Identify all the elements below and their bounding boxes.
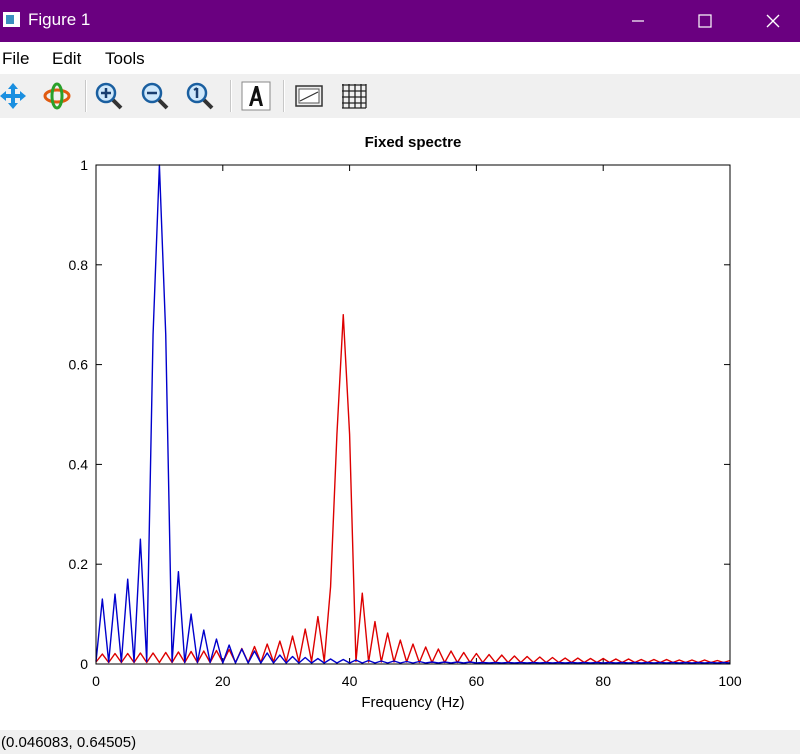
zoom-out-icon: [141, 82, 169, 110]
series-line-red: [95, 313, 731, 664]
toolbar-separator: [283, 80, 285, 112]
pan-icon: [0, 83, 26, 109]
status-bar: (0.046083, 0.64505): [0, 730, 800, 754]
x-tick-label: 40: [342, 673, 358, 689]
series-layer: [95, 164, 731, 664]
pan-button[interactable]: [0, 79, 30, 113]
y-tick-label: 0.2: [69, 556, 89, 572]
zoom-reset-button[interactable]: [183, 79, 217, 113]
zoom-out-button[interactable]: [138, 79, 172, 113]
rotate-icon: [43, 82, 71, 110]
close-icon: [766, 14, 780, 28]
figure-app-icon: [3, 12, 20, 27]
close-button[interactable]: [750, 0, 796, 42]
x-tick-label: 20: [215, 673, 231, 689]
x-tick-label: 100: [718, 673, 742, 689]
series-line-blue: [95, 164, 731, 664]
text-annotation-button[interactable]: [239, 79, 273, 113]
legend-button[interactable]: [292, 79, 326, 113]
cursor-coordinates: (0.046083, 0.64505): [1, 734, 137, 751]
x-tick-label: 80: [595, 673, 611, 689]
x-tick-label: 0: [92, 673, 100, 689]
menu-tools[interactable]: Tools: [105, 49, 145, 68]
axis-ticks: 0 20 40 60 80 100 0 0.2 0.4 0.6 0.8 1: [69, 157, 742, 689]
zoom-reset-icon: [186, 82, 214, 110]
axes-box: [95, 164, 731, 665]
text-annotation-icon: [241, 81, 271, 111]
rotate-button[interactable]: [40, 79, 74, 113]
zoom-in-icon: [95, 82, 123, 110]
y-tick-label: 0.4: [69, 456, 89, 472]
spectrum-plot[interactable]: Fixed spectre 0 20 40 60 80 100 0 0.2 0.4 0.6 0.8 1…: [0, 118, 800, 730]
minimize-button[interactable]: [615, 0, 661, 42]
legend-icon: [295, 85, 323, 107]
chart-title: Fixed spectre: [365, 134, 462, 151]
maximize-button[interactable]: [682, 0, 728, 42]
toolbar-separator: [230, 80, 232, 112]
y-tick-label: 1: [80, 157, 88, 173]
x-tick-label: 60: [469, 673, 485, 689]
y-tick-label: 0.6: [69, 357, 89, 373]
figure-toolbar: [0, 74, 800, 118]
grid-button[interactable]: [337, 79, 371, 113]
y-tick-label: 0.8: [69, 257, 89, 273]
menu-file[interactable]: File: [2, 49, 30, 68]
maximize-icon: [698, 14, 712, 28]
figure-canvas[interactable]: Fixed spectre 0 20 40 60 80 100 0 0.2 0.4 0.6 0.8 1…: [0, 118, 800, 730]
y-tick-label: 0: [80, 656, 88, 672]
minimize-icon: [632, 20, 644, 22]
window-title: Figure 1: [28, 10, 91, 29]
menu-bar: File Edit Tools: [0, 42, 800, 74]
menu-edit[interactable]: Edit: [52, 49, 82, 68]
grid-icon: [342, 84, 367, 109]
zoom-in-button[interactable]: [92, 79, 126, 113]
title-bar: Figure 1: [0, 0, 800, 42]
x-axis-label: Frequency (Hz): [361, 694, 464, 711]
toolbar-separator: [85, 80, 87, 112]
